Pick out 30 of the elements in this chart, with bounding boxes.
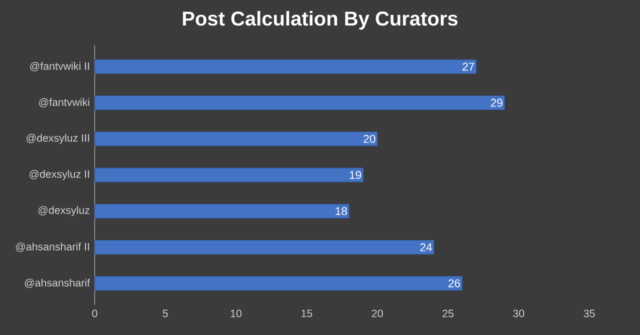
x-tick-label: 10	[230, 310, 242, 318]
data-label: 27	[462, 62, 474, 71]
x-tick-label: 30	[513, 310, 524, 318]
y-tick-label: @fantvwiki	[39, 98, 90, 108]
x-tick-label: 0	[92, 310, 98, 318]
bar	[94, 240, 434, 254]
data-label: 26	[448, 279, 460, 288]
data-label: 19	[350, 170, 362, 179]
bar	[94, 59, 477, 74]
x-tick-label: 25	[442, 310, 454, 318]
bar	[94, 276, 462, 291]
bar	[94, 168, 364, 182]
chart-title: Post Calculation By Curators	[182, 11, 458, 30]
y-tick-label: @dexsyluz II	[30, 170, 89, 180]
x-tick-label: 5	[162, 310, 168, 318]
y-tick-label: @ahsansharif	[24, 278, 90, 288]
y-tick-label: @dexsyluz III	[26, 134, 89, 144]
bar	[94, 204, 350, 218]
data-label: 29	[490, 98, 502, 107]
y-tick-label: @fantvwiki II	[30, 62, 89, 72]
x-tick-label: 20	[372, 310, 383, 318]
bar	[94, 132, 378, 146]
data-label: 18	[336, 207, 347, 216]
data-label: 24	[420, 243, 432, 252]
bar	[94, 96, 505, 110]
x-tick-label: 35	[584, 310, 595, 318]
x-tick-label: 15	[302, 310, 312, 318]
y-tick-label: @dexsyluz	[38, 206, 90, 216]
y-tick-label: @ahsansharif II	[16, 242, 89, 252]
data-label: 20	[364, 134, 376, 143]
